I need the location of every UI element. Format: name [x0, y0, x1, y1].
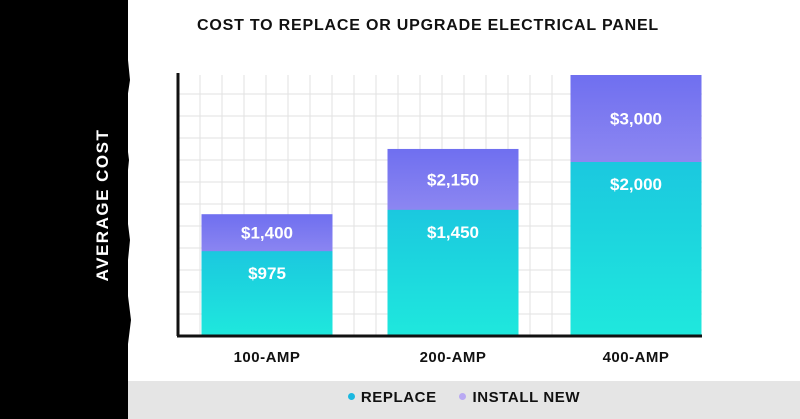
data-label-install-new: $3,000	[610, 110, 662, 129]
legend-item-install-new: INSTALL NEW	[459, 389, 580, 406]
legend-install-dot	[459, 393, 467, 400]
legend: REPLACE INSTALL NEW	[128, 389, 800, 406]
data-label-replace: $2,000	[610, 175, 662, 194]
torn-edge-decoration	[112, 0, 131, 419]
data-label-install-new: $1,400	[241, 224, 293, 243]
legend-replace-dot	[347, 393, 355, 400]
data-label-replace: $975	[248, 264, 286, 283]
legend-replace-label: REPLACE	[360, 389, 437, 406]
legend-install-label: INSTALL NEW	[472, 389, 581, 406]
x-tick-label: 200-AMP	[420, 349, 487, 366]
legend-item-replace: REPLACE	[347, 389, 437, 406]
x-tick-label: 400-AMP	[603, 349, 670, 366]
chart-title: COST TO REPLACE OR UPGRADE ELECTRICAL PA…	[197, 17, 659, 34]
axes	[176, 73, 702, 338]
chart-area: $1,400 $975 100-AMP $2,150 $1,450 200-AMP $3,0…	[176, 73, 702, 367]
x-tick-label: 100-AMP	[234, 349, 301, 366]
bar-replace-200-amp	[387, 209, 519, 336]
left-decorative-band	[0, 0, 128, 419]
labels: $1,400 $975 100-AMP $2,150 $1,450 200-AMP $3,0…	[234, 110, 670, 367]
bar-replace-400-amp	[570, 162, 702, 336]
data-label-install-new: $2,150	[427, 170, 479, 189]
bar-replace-100-amp	[201, 251, 333, 336]
bars	[201, 75, 702, 336]
legend-band: REPLACE INSTALL NEW	[128, 381, 800, 419]
data-label-replace: $1,450	[427, 223, 479, 242]
